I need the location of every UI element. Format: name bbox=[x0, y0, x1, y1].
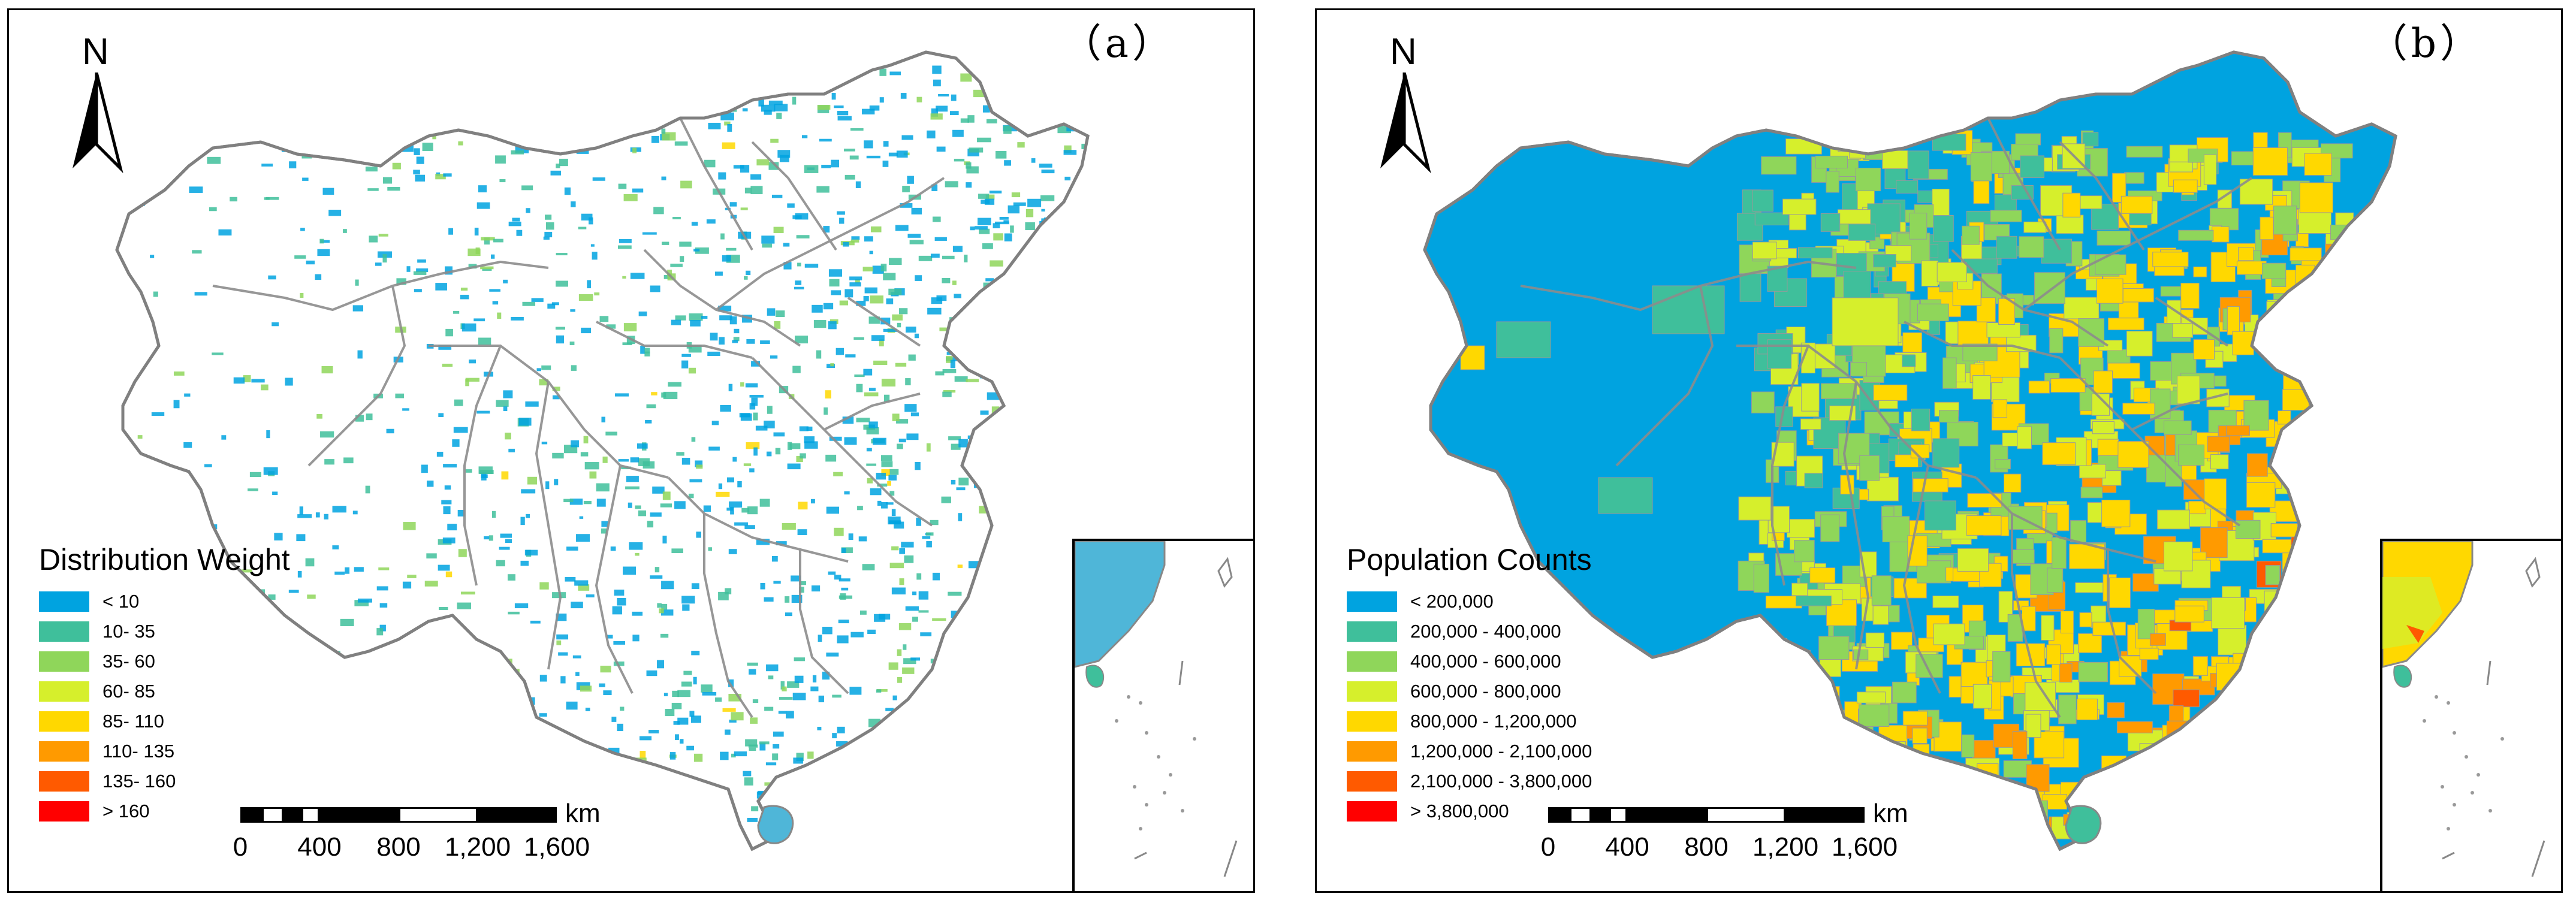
legend-label: 60- 85 bbox=[102, 681, 155, 702]
scale-segment bbox=[399, 807, 478, 823]
scale-segment bbox=[319, 807, 399, 823]
scale-segment bbox=[283, 807, 301, 823]
north-arrow: N bbox=[1374, 31, 1434, 174]
scale-tick-label: 800 bbox=[1684, 832, 1729, 862]
legend-swatch bbox=[1347, 651, 1397, 672]
scale-segment bbox=[1609, 807, 1627, 823]
scale-segment bbox=[1570, 807, 1591, 823]
scale-segment bbox=[1548, 807, 1570, 823]
legend-swatch bbox=[39, 651, 89, 672]
scale-tick-label: 800 bbox=[376, 832, 421, 862]
legend-label: > 3,800,000 bbox=[1410, 801, 1509, 822]
south-china-sea-inset bbox=[1072, 539, 1253, 891]
scale-tick-label: 400 bbox=[1605, 832, 1649, 862]
legend-item: 800,000 - 1,200,000 bbox=[1347, 706, 1592, 736]
legend-label: < 10 bbox=[102, 591, 140, 612]
north-arrow: N bbox=[67, 31, 126, 174]
legend-item: > 3,800,000 bbox=[1347, 796, 1592, 826]
legend-swatch bbox=[1347, 591, 1397, 612]
legend-item: 400,000 - 600,000 bbox=[1347, 647, 1592, 676]
scale-tick-label: 1,200 bbox=[444, 832, 511, 862]
legend-item: < 200,000 bbox=[1347, 587, 1592, 617]
scale-tick-label: 1,600 bbox=[523, 832, 590, 862]
scale-segment bbox=[478, 807, 557, 823]
legend-swatch bbox=[1347, 741, 1397, 762]
legend-label: 110- 135 bbox=[102, 741, 175, 762]
china-population-counts-map bbox=[1317, 10, 2563, 893]
legend-label: > 160 bbox=[102, 801, 150, 822]
legend-item: 60- 85 bbox=[39, 676, 290, 706]
legend-swatch bbox=[39, 681, 89, 702]
legend-title: Population Counts bbox=[1347, 543, 1592, 576]
legend-label: 800,000 - 1,200,000 bbox=[1410, 711, 1577, 732]
panel-label: （b） bbox=[2367, 20, 2483, 67]
legend-swatch bbox=[39, 771, 89, 792]
map-panel-b: （b） N Population Counts < 200,000 200,000… bbox=[1315, 8, 2563, 893]
north-arrow-icon bbox=[1380, 73, 1431, 174]
south-china-sea-inset bbox=[2380, 539, 2561, 891]
legend-label: 10- 35 bbox=[102, 621, 155, 642]
legend-item: 85- 110 bbox=[39, 706, 290, 736]
legend-swatch bbox=[1347, 801, 1397, 822]
scale-tick-label: 0 bbox=[233, 832, 248, 862]
scale-tick-label: 1,600 bbox=[1831, 832, 1898, 862]
scale-unit: km bbox=[565, 799, 601, 828]
legend: Distribution Weight < 10 10- 35 35- 60 60- … bbox=[39, 542, 290, 826]
legend-item: 2,100,000 - 3,800,000 bbox=[1347, 766, 1592, 796]
legend-item: 10- 35 bbox=[39, 617, 290, 647]
legend-swatch bbox=[39, 711, 89, 732]
legend-swatch bbox=[39, 801, 89, 822]
north-arrow-icon bbox=[73, 73, 123, 174]
legend-label: < 200,000 bbox=[1410, 591, 1494, 612]
legend-label: 2,100,000 - 3,800,000 bbox=[1410, 771, 1592, 792]
legend-label: 200,000 - 400,000 bbox=[1410, 621, 1561, 642]
panel-label: （a） bbox=[1061, 20, 1175, 67]
legend-swatch bbox=[1347, 711, 1397, 732]
map-panel-a: （a） N Distribution Weight < 10 10- 35 35- … bbox=[7, 8, 1255, 893]
scale-segment bbox=[1627, 807, 1706, 823]
legend-item: > 160 bbox=[39, 796, 290, 826]
inset-map bbox=[2382, 541, 2545, 877]
legend-label: 85- 110 bbox=[102, 711, 164, 732]
legend-swatch bbox=[39, 741, 89, 762]
legend-swatch bbox=[1347, 771, 1397, 792]
legend-item: 35- 60 bbox=[39, 647, 290, 676]
scale-segment bbox=[1785, 807, 1865, 823]
scale-unit: km bbox=[1873, 799, 1908, 828]
scale-segment bbox=[301, 807, 319, 823]
scale-tick-label: 1,200 bbox=[1752, 832, 1819, 862]
legend-label: 135- 160 bbox=[102, 771, 176, 792]
legend-swatch bbox=[39, 591, 89, 612]
legend-swatch bbox=[1347, 621, 1397, 642]
scale-segment bbox=[240, 807, 262, 823]
legend-label: 35- 60 bbox=[102, 651, 155, 672]
legend-label: 600,000 - 800,000 bbox=[1410, 681, 1561, 702]
legend-label: 1,200,000 - 2,100,000 bbox=[1410, 741, 1592, 762]
inset-map bbox=[1075, 541, 1238, 877]
scale-tick-label: 400 bbox=[297, 832, 342, 862]
legend-item: 135- 160 bbox=[39, 766, 290, 796]
legend: Population Counts < 200,000 200,000 - 400… bbox=[1347, 542, 1592, 826]
legend-label: 400,000 - 600,000 bbox=[1410, 651, 1561, 672]
legend-item: 110- 135 bbox=[39, 736, 290, 766]
legend-swatch bbox=[39, 621, 89, 642]
scale-segment bbox=[262, 807, 283, 823]
scale-segment bbox=[1706, 807, 1785, 823]
scale-segment bbox=[1591, 807, 1609, 823]
legend-swatch bbox=[1347, 681, 1397, 702]
north-label: N bbox=[82, 31, 109, 73]
china-distribution-weight-map bbox=[9, 10, 1255, 893]
legend-item: 600,000 - 800,000 bbox=[1347, 676, 1592, 706]
legend-title: Distribution Weight bbox=[39, 543, 290, 576]
legend-item: 200,000 - 400,000 bbox=[1347, 617, 1592, 647]
scale-tick-label: 0 bbox=[1540, 832, 1556, 862]
legend-item: 1,200,000 - 2,100,000 bbox=[1347, 736, 1592, 766]
legend-item: < 10 bbox=[39, 587, 290, 617]
north-label: N bbox=[1390, 31, 1417, 73]
